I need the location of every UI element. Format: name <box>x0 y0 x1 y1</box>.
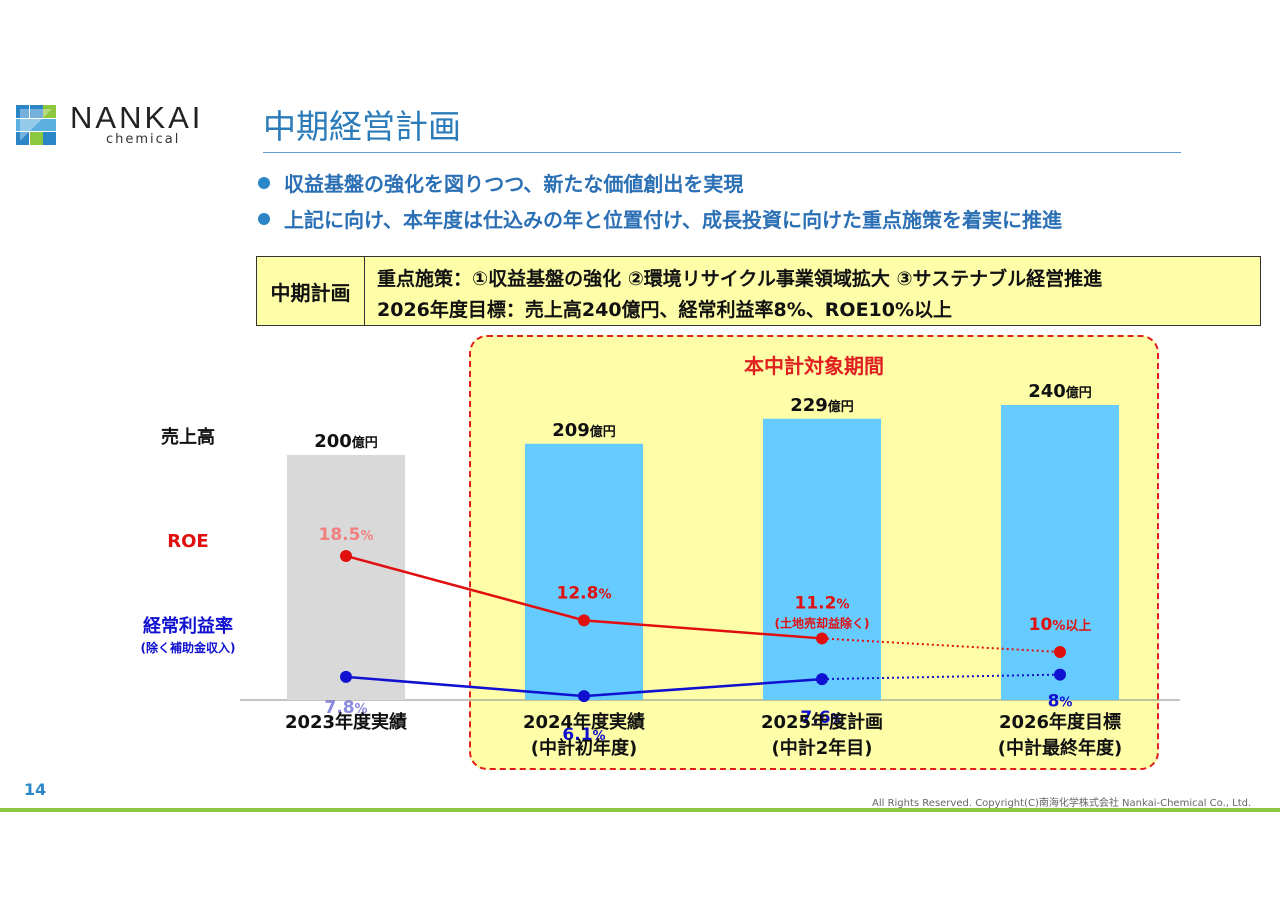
plan-measures: 重点施策：①収益基盤の強化 ②環境リサイクル事業領域拡大 ③サステナブル経営推進 <box>377 268 1103 290</box>
line-point-label: 11.2% <box>795 593 850 613</box>
bullet-text: 収益基盤の強化を図りつつ、新たな価値創出を実現 <box>284 172 744 196</box>
x-tick-label: (中計最終年度) <box>998 737 1122 759</box>
title-divider <box>263 152 1181 153</box>
line-point <box>578 614 590 627</box>
page-title: 中期経営計画 <box>263 107 461 146</box>
line-point <box>340 549 352 562</box>
page-number: 14 <box>24 780 47 799</box>
logo-wordmark: NANKAI <box>70 100 204 135</box>
plan-targets: 2026年度目標：売上高240億円、経常利益率8%、ROE10%以上 <box>377 299 953 321</box>
line-point-label: 8% <box>1048 692 1073 712</box>
line-point-label: 18.5% <box>319 525 374 545</box>
sales-bar-label: 209億円 <box>552 420 616 441</box>
footer-bar <box>0 808 1280 812</box>
line-series-label: ROE <box>167 531 208 552</box>
bullet-dot-icon <box>258 213 270 225</box>
x-tick-label: (中計初年度) <box>531 737 637 759</box>
sales-bar <box>525 443 643 700</box>
line-point <box>1054 668 1066 681</box>
line-point <box>816 673 828 686</box>
x-tick-label: 2026年度目標 <box>999 711 1121 733</box>
sales-bar <box>763 418 881 700</box>
line-point <box>1054 646 1066 658</box>
sales-bar-label: 229億円 <box>790 395 854 416</box>
x-tick-label: 2023年度実績 <box>285 711 407 733</box>
plan-period-label: 本中計対象期間 <box>744 354 884 378</box>
line-series-sublabel: (除く補助金収入) <box>141 640 236 655</box>
bullet-text: 上記に向け、本年度は仕込みの年と位置付け、成長投資に向けた重点施策を着実に推進 <box>284 208 1062 232</box>
line-point-label: 7.6% <box>800 708 843 728</box>
nankai-logo-icon <box>16 105 56 145</box>
sales-bar-label: 240億円 <box>1028 381 1092 402</box>
line-series-label: 経常利益率 <box>143 615 233 637</box>
bullet-item: 上記に向け、本年度は仕込みの年と位置付け、成長投資に向けた重点施策を着実に推進 <box>258 204 1062 233</box>
x-tick-label: 2025年度計画 <box>761 711 883 733</box>
bullet-dot-icon <box>258 177 270 189</box>
logo-subtext: chemical <box>106 132 181 147</box>
sales-bar-label: 200億円 <box>314 431 378 452</box>
plan-box: 中期計画 重点施策：①収益基盤の強化 ②環境リサイクル事業領域拡大 ③サステナブ… <box>256 256 1261 326</box>
plan-label: 中期計画 <box>257 257 365 325</box>
line-point <box>578 690 590 703</box>
line-point-label: 7.8% <box>324 698 367 718</box>
x-tick-label: (中計2年目) <box>772 737 873 759</box>
x-tick-label: 2024年度実績 <box>523 711 645 733</box>
sales-series-label: 売上高 <box>161 426 215 448</box>
line-point-note: (土地売却益除く) <box>775 615 870 630</box>
line-point <box>340 670 352 683</box>
bullet-item: 収益基盤の強化を図りつつ、新たな価値創出を実現 <box>258 168 743 197</box>
copyright: All Rights Reserved. Copyright(C)南海化学株式会… <box>872 798 1252 809</box>
line-point-label: 6.1% <box>562 725 605 745</box>
line-point-label: 12.8% <box>557 583 612 603</box>
line-point <box>816 632 828 645</box>
sales-bar <box>287 455 405 700</box>
line-point-label: 10%以上 <box>1029 615 1092 635</box>
